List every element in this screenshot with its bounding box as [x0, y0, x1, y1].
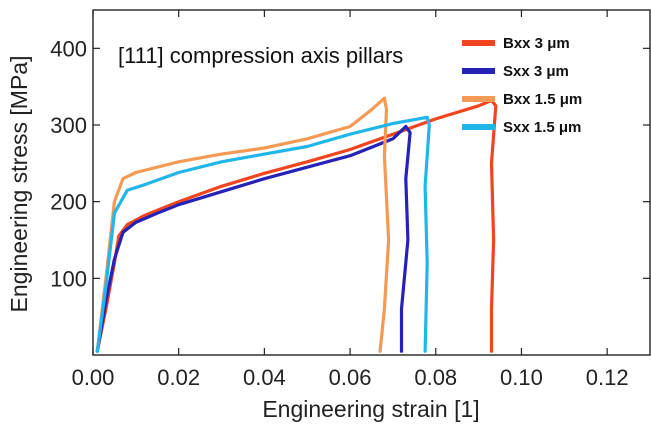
- series-line-2: [95, 124, 412, 353]
- x-tick-label: 0.08: [414, 365, 457, 390]
- legend-label-1: Bxx 3 μm: [503, 35, 570, 52]
- y-tick-label: 400: [50, 36, 87, 61]
- series-layer: [95, 96, 498, 353]
- x-tick-label: 0.02: [157, 365, 200, 390]
- y-tick-label: 100: [50, 266, 87, 291]
- y-tick-label: 300: [50, 113, 87, 138]
- y-axis-label: Engineering stress [MPa]: [6, 56, 32, 313]
- plot-frame: [92, 9, 651, 356]
- x-tick-label: 0.10: [500, 365, 543, 390]
- ticks-layer: 0.00 0.02 0.04 0.06 0.08 0.10 0.12 100 200 300 400: [50, 10, 650, 390]
- legend-label-2: Sxx 3 μm: [503, 63, 569, 80]
- legend-label-3: Bxx 1.5 μm: [503, 91, 582, 108]
- x-tick-label: 0.04: [243, 365, 286, 390]
- series-line-4: [95, 115, 431, 353]
- legend: Bxx 3 μm Sxx 3 μm Bxx 1.5 μm Sxx 1.5 μm: [462, 35, 582, 136]
- legend-label-4: Sxx 1.5 μm: [503, 119, 581, 136]
- chart-annotation: [111] compression axis pillars: [118, 43, 403, 68]
- x-tick-label: 0.00: [72, 365, 115, 390]
- series-line-3: [95, 96, 391, 353]
- series-line-1: [95, 98, 498, 353]
- x-tick-label: 0.06: [329, 365, 372, 390]
- x-tick-label: 0.12: [586, 365, 629, 390]
- x-axis-label: Engineering strain [1]: [262, 396, 479, 422]
- y-tick-label: 200: [50, 190, 87, 215]
